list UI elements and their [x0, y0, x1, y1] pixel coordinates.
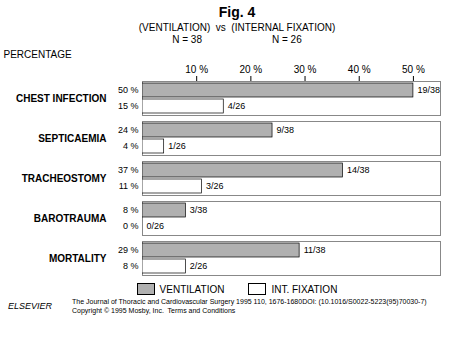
svg-text:9/38: 9/38 — [277, 125, 295, 135]
html-text:VENTILATION: VENTILATION — [159, 283, 225, 295]
html-text:Fig. 4: Fig. 4 — [218, 4, 256, 20]
html-text:INT. FIXATION: INT. FIXATION — [271, 283, 338, 295]
svg-text:8 %: 8 % — [123, 205, 139, 215]
html-text:N = 38: N = 38 — [172, 34, 202, 45]
svg-text:3/38: 3/38 — [190, 205, 208, 215]
svg-text:29 %: 29 % — [118, 245, 139, 255]
svg-text:4 %: 4 % — [123, 141, 139, 151]
svg-text:40 %: 40 % — [348, 64, 371, 75]
svg-text:14/38: 14/38 — [347, 165, 370, 175]
svg-text:50 %: 50 % — [402, 64, 425, 75]
svg-text:2/26: 2/26 — [190, 261, 208, 271]
svg-text:SEPTICAEMIA: SEPTICAEMIA — [38, 133, 106, 144]
svg-text:11/38: 11/38 — [304, 245, 326, 255]
html-text:Copyright © 1995 Mosby, Inc. T: Copyright © 1995 Mosby, Inc. Terms and C… — [72, 307, 236, 314]
svg-text:0/26: 0/26 — [147, 221, 165, 231]
svg-text:20 %: 20 % — [239, 64, 262, 75]
html-text:N = 26: N = 26 — [272, 34, 302, 45]
svg-text:PERCENTAGE: PERCENTAGE — [4, 49, 72, 60]
svg-text:15 %: 15 % — [118, 101, 139, 111]
svg-text:50 %: 50 % — [118, 85, 139, 95]
svg-text:37 %: 37 % — [118, 165, 139, 175]
html-text:(VENTILATION) vs (INTERNAL FIX: (VENTILATION) vs (INTERNAL FIXATION) — [138, 22, 336, 33]
svg-text:4/26: 4/26 — [228, 101, 246, 111]
svg-text:TRACHEOSTOMY: TRACHEOSTOMY — [22, 173, 107, 184]
svg-text:BAROTRAUMA: BAROTRAUMA — [34, 213, 107, 224]
svg-text:0 %: 0 % — [123, 221, 139, 231]
svg-text:1/26: 1/26 — [168, 141, 186, 151]
svg-text:11 %: 11 % — [119, 181, 139, 191]
svg-text:10 %: 10 % — [185, 64, 208, 75]
svg-text:19/38: 19/38 — [417, 85, 440, 95]
svg-text:30 %: 30 % — [294, 64, 317, 75]
html-text:ELSEVIER: ELSEVIER — [8, 301, 52, 311]
svg-text:CHEST INFECTION: CHEST INFECTION — [16, 93, 107, 104]
html-text:The Journal of Thoracic and Ca: The Journal of Thoracic and Cardiovascul… — [72, 298, 427, 305]
svg-text:3/26: 3/26 — [206, 181, 224, 191]
svg-text:8 %: 8 % — [123, 261, 139, 271]
svg-text:24 %: 24 % — [118, 125, 139, 135]
svg-text:MORTALITY: MORTALITY — [49, 253, 107, 264]
